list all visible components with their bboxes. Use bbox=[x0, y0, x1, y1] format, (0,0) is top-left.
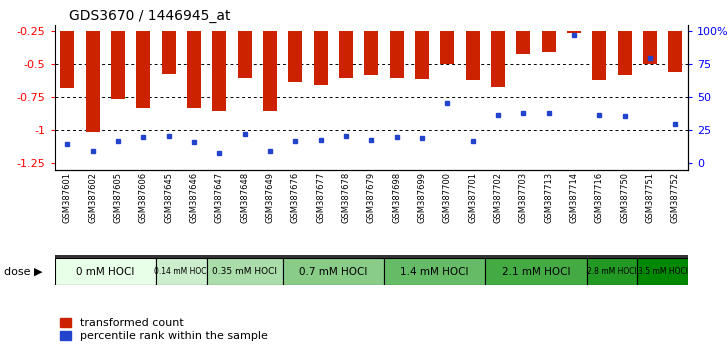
Text: dose ▶: dose ▶ bbox=[4, 267, 42, 277]
Text: GSM387714: GSM387714 bbox=[569, 172, 579, 223]
Text: GSM387649: GSM387649 bbox=[266, 172, 274, 223]
Text: 0.14 mM HOCl: 0.14 mM HOCl bbox=[154, 267, 209, 276]
Bar bbox=[491, 32, 505, 87]
Text: 2.1 mM HOCl: 2.1 mM HOCl bbox=[502, 267, 570, 277]
Bar bbox=[339, 32, 353, 78]
Bar bbox=[637, 258, 688, 285]
Bar bbox=[314, 32, 328, 85]
Text: GSM387751: GSM387751 bbox=[646, 172, 654, 223]
Bar bbox=[207, 258, 282, 285]
Bar bbox=[111, 32, 125, 99]
Text: 1.4 mM HOCl: 1.4 mM HOCl bbox=[400, 267, 469, 277]
Bar bbox=[364, 32, 379, 75]
Bar bbox=[567, 32, 581, 33]
Bar bbox=[237, 32, 252, 78]
Text: GSM387752: GSM387752 bbox=[670, 172, 680, 223]
Bar bbox=[486, 258, 587, 285]
Text: GSM387647: GSM387647 bbox=[215, 172, 223, 223]
Bar bbox=[136, 32, 150, 108]
Text: 2.8 mM HOCl: 2.8 mM HOCl bbox=[587, 267, 637, 276]
Bar bbox=[415, 32, 429, 79]
Text: GSM387605: GSM387605 bbox=[114, 172, 122, 223]
Text: GSM387606: GSM387606 bbox=[139, 172, 148, 223]
Bar bbox=[516, 32, 530, 54]
Text: GSM387677: GSM387677 bbox=[316, 172, 325, 223]
Text: GSM387699: GSM387699 bbox=[417, 172, 427, 223]
Text: GSM387716: GSM387716 bbox=[595, 172, 604, 223]
Text: 0 mM HOCl: 0 mM HOCl bbox=[76, 267, 135, 277]
Text: GSM387676: GSM387676 bbox=[290, 172, 300, 223]
Text: GDS3670 / 1446945_at: GDS3670 / 1446945_at bbox=[69, 9, 231, 23]
Text: GSM387750: GSM387750 bbox=[620, 172, 629, 223]
Text: GSM387703: GSM387703 bbox=[519, 172, 528, 223]
Text: 0.35 mM HOCl: 0.35 mM HOCl bbox=[212, 267, 277, 276]
Bar bbox=[162, 32, 175, 74]
Bar bbox=[55, 258, 156, 285]
Text: GSM387602: GSM387602 bbox=[88, 172, 97, 223]
Bar bbox=[187, 32, 201, 108]
Bar bbox=[60, 32, 74, 88]
Bar bbox=[288, 32, 302, 81]
Bar bbox=[593, 32, 606, 80]
Bar bbox=[587, 258, 637, 285]
Bar bbox=[542, 32, 555, 52]
Text: GSM387646: GSM387646 bbox=[189, 172, 199, 223]
Text: GSM387702: GSM387702 bbox=[494, 172, 502, 223]
Bar bbox=[263, 32, 277, 110]
Bar bbox=[384, 258, 486, 285]
Text: GSM387678: GSM387678 bbox=[341, 172, 350, 223]
Legend: transformed count, percentile rank within the sample: transformed count, percentile rank withi… bbox=[60, 318, 268, 341]
Text: GSM387698: GSM387698 bbox=[392, 172, 401, 223]
Bar bbox=[643, 32, 657, 64]
Bar bbox=[282, 258, 384, 285]
Bar bbox=[466, 32, 480, 80]
Text: 0.7 mM HOCl: 0.7 mM HOCl bbox=[299, 267, 368, 277]
Text: 3.5 mM HOCl: 3.5 mM HOCl bbox=[638, 267, 688, 276]
Bar bbox=[668, 32, 682, 72]
Bar bbox=[213, 32, 226, 110]
Bar bbox=[617, 32, 632, 75]
Text: GSM387648: GSM387648 bbox=[240, 172, 249, 223]
Bar bbox=[86, 32, 100, 132]
Text: GSM387713: GSM387713 bbox=[544, 172, 553, 223]
Bar bbox=[440, 32, 454, 64]
Bar bbox=[389, 32, 403, 78]
Bar bbox=[156, 258, 207, 285]
Text: GSM387700: GSM387700 bbox=[443, 172, 452, 223]
Text: GSM387679: GSM387679 bbox=[367, 172, 376, 223]
Text: GSM387701: GSM387701 bbox=[468, 172, 477, 223]
Text: GSM387601: GSM387601 bbox=[63, 172, 72, 223]
Text: GSM387645: GSM387645 bbox=[164, 172, 173, 223]
